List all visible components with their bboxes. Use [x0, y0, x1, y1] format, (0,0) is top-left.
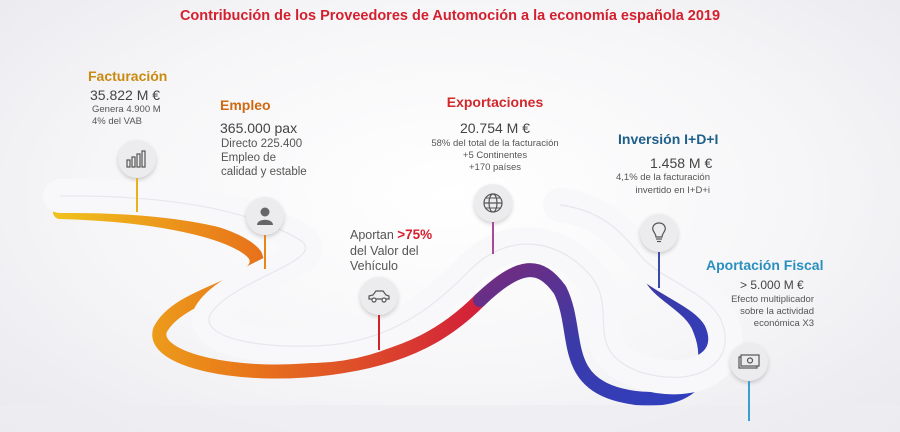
exportaciones-line2: +5 Continentes [462, 150, 528, 161]
lightbulb-icon [640, 214, 678, 252]
vehiculo-line1: Aportan >75% [350, 227, 433, 243]
exportaciones-heading: Exportaciones [446, 94, 544, 110]
facturacion-heading: Facturación [88, 68, 168, 84]
inversion-line1: 4,1% de la facturación [615, 172, 710, 183]
empleo-heading: Empleo [220, 97, 271, 113]
road-edge-warm [53, 205, 487, 379]
facturacion-pin [136, 178, 138, 212]
page-title: Contribución de los Proveedores de Autom… [179, 8, 721, 24]
facturacion-value: 35.822 M € [90, 87, 161, 103]
bar-chart-icon [118, 140, 156, 178]
vehiculo-pin [378, 315, 380, 350]
fiscal-line2: sobre la actividad [740, 306, 814, 317]
inversion-heading: Inversión I+D+I [618, 131, 719, 147]
facturacion-line1: Genera 4.900 M [92, 104, 161, 115]
car-icon [360, 277, 398, 315]
person-icon [246, 197, 284, 235]
empleo-line2: Empleo de [221, 152, 276, 164]
fiscal-value: > 5.000 M € [740, 278, 804, 292]
money-icon [730, 343, 768, 381]
empleo-line3: calidad y estable [221, 166, 307, 178]
fiscal-line1: Efecto multiplicador [731, 294, 814, 305]
fiscal-line3: económica X3 [753, 318, 814, 329]
vehiculo-line2: del Valor del [350, 244, 419, 258]
exportaciones-line3: +170 países [468, 162, 522, 173]
fiscal-pin [748, 381, 750, 421]
vehiculo-line3: Vehículo [350, 259, 398, 273]
empleo-line1: Directo 225.400 [221, 138, 303, 150]
exportaciones-line1: 58% del total de la facturación [431, 138, 559, 149]
inversion-value: 1.458 M € [650, 155, 713, 171]
empleo-pin [264, 235, 266, 269]
exportaciones-pin [492, 222, 494, 254]
empleo-value: 365.000 pax [220, 120, 298, 136]
fiscal-heading: Aportación Fiscal [706, 257, 824, 273]
globe-icon [474, 184, 512, 222]
inversion-line2: invertido en I+D+i [635, 185, 710, 196]
vehiculo-highlight: >75% [397, 227, 433, 242]
inversion-pin [658, 252, 660, 288]
vehiculo-prefix: Aportan [350, 228, 398, 242]
road-edge-cool [473, 253, 713, 406]
facturacion-line2: 4% del VAB [92, 116, 142, 127]
exportaciones-value: 20.754 M € [459, 120, 531, 136]
